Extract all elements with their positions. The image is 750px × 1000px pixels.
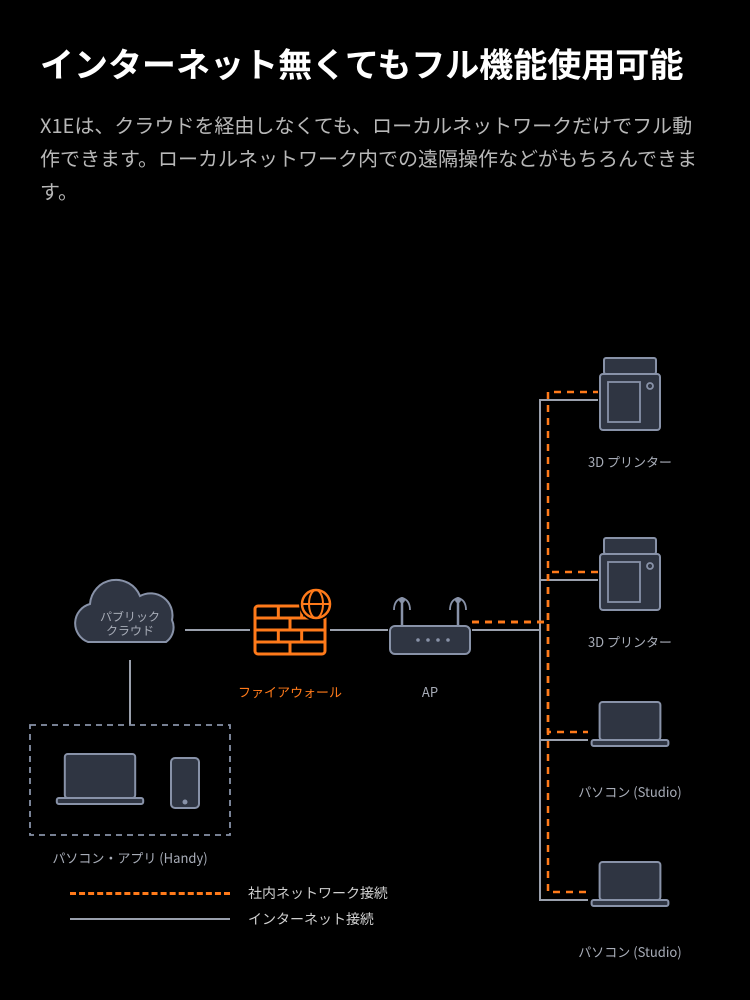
- edge-ap-pc1: [472, 622, 588, 732]
- edge-ap-pc2: [472, 630, 588, 900]
- edge-ap-pc1: [472, 630, 588, 740]
- svg-text:クラウド: クラウド: [106, 622, 154, 639]
- label-pc2: パソコン (Studio): [578, 942, 681, 961]
- node-pc1: [592, 702, 669, 746]
- legend-solid-icon: [70, 918, 230, 920]
- node-printer1: [600, 358, 660, 430]
- page-title: インターネット無くてもフル機能使用可能: [40, 40, 710, 86]
- label-firewall: ファイアウォール: [238, 682, 342, 701]
- node-ap: [390, 597, 470, 654]
- legend-internal-label: 社内ネットワーク接続: [248, 883, 388, 903]
- node-firewall: [255, 587, 333, 654]
- edge-ap-pc2: [472, 622, 588, 892]
- label-ap: AP: [422, 682, 438, 701]
- label-printer1: 3D プリンター: [588, 452, 672, 471]
- legend-internet-label: インターネット接続: [248, 909, 374, 929]
- label-printer2: 3D プリンター: [588, 632, 672, 651]
- legend-dash-icon: [70, 892, 230, 895]
- edge-ap-printer1: [472, 400, 598, 630]
- node-cloud: パブリッククラウド: [75, 580, 173, 642]
- legend: 社内ネットワーク接続 インターネット接続: [70, 880, 388, 932]
- edge-ap-printer1: [472, 392, 598, 622]
- page-description: X1Eは、クラウドを経由しなくても、ローカルネットワークだけでフル動作できます。…: [40, 108, 710, 207]
- node-handy_box: [30, 725, 230, 835]
- label-handy_box: パソコン・アプリ (Handy): [52, 848, 207, 867]
- node-printer2: [600, 538, 660, 610]
- label-pc1: パソコン (Studio): [578, 782, 681, 801]
- node-pc2: [592, 862, 669, 906]
